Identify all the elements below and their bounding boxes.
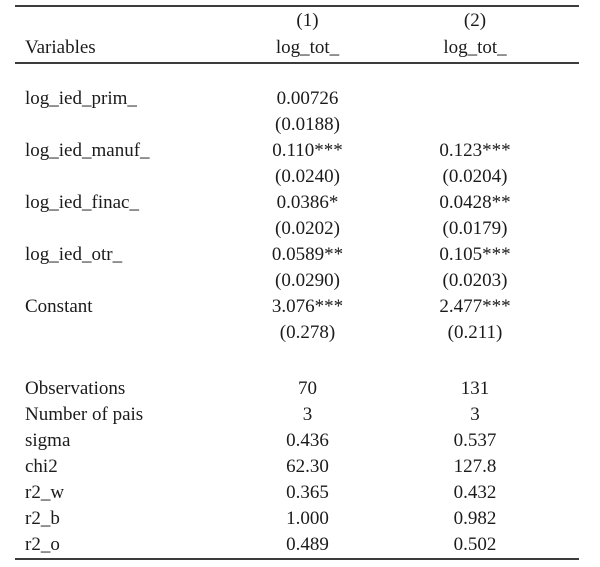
stat-value: 0.432 (453, 482, 497, 503)
stat-value: 3 (470, 404, 480, 425)
stat-row: Number of pais 3 3 (0, 402, 600, 428)
se-row: (0.0202) (0.0179) (0, 216, 600, 242)
stat-label: chi2 (25, 456, 58, 477)
stat-value: 127.8 (453, 456, 497, 477)
se-row: (0.0188) (0, 112, 600, 138)
stat-value: 0.982 (453, 508, 497, 529)
coef-value: 0.00726 (276, 88, 339, 109)
dep-var-1: log_tot_ (275, 37, 340, 58)
se-value: (0.0202) (275, 218, 340, 239)
stat-row: chi2 62.30 127.8 (0, 454, 600, 480)
header-gap (0, 64, 600, 86)
dep-var-2: log_tot_ (443, 37, 507, 58)
stat-row: r2_w 0.365 0.432 (0, 480, 600, 506)
model-number-row: (1) (2) (0, 7, 600, 34)
coef-value: 0.123*** (439, 140, 511, 161)
variable-label: log_ied_finac_ (25, 192, 139, 213)
stat-label: r2_b (25, 508, 60, 529)
stat-value: 0.537 (453, 430, 497, 451)
table-top-rule (15, 5, 579, 7)
variable-label: Constant (25, 296, 93, 317)
variable-label: log_ied_otr_ (25, 244, 123, 265)
se-row: (0.0290) (0.0203) (0, 268, 600, 294)
stat-value: 0.502 (453, 534, 497, 555)
stat-value: 3 (302, 404, 313, 425)
model-number-2: (2) (463, 9, 487, 31)
variable-label: log_ied_prim_ (25, 88, 137, 109)
se-row: (0.278) (0.211) (0, 320, 600, 346)
se-value: (0.0240) (275, 166, 340, 187)
coef-value: 0.0428** (439, 192, 511, 213)
stats-gap (0, 346, 600, 376)
coef-row: log_ied_prim_ 0.00726 (0, 86, 600, 112)
se-value: (0.0179) (442, 218, 508, 239)
stat-value: 62.30 (286, 456, 329, 477)
stat-value: 1.000 (286, 508, 329, 529)
coef-value: 0.110*** (272, 140, 343, 161)
stat-value: 0.365 (286, 482, 329, 503)
stat-row: sigma 0.436 0.537 (0, 428, 600, 454)
stat-label: r2_o (25, 534, 60, 555)
column-header-row: Variables log_tot_ log_tot_ (0, 34, 600, 62)
stat-value: 131 (460, 378, 490, 399)
stat-label: Observations (25, 378, 126, 399)
coef-value: 0.105*** (439, 244, 511, 265)
stat-value: 70 (298, 378, 317, 399)
stat-value: 0.436 (286, 430, 329, 451)
se-row: (0.0240) (0.0204) (0, 164, 600, 190)
se-value: (0.0204) (442, 166, 508, 187)
coef-row: log_ied_otr_ 0.0589** 0.105*** (0, 242, 600, 268)
se-value: (0.0290) (275, 270, 340, 291)
model-number-1: (1) (296, 9, 319, 31)
coef-row: log_ied_finac_ 0.0386* 0.0428** (0, 190, 600, 216)
stat-row: r2_b 1.000 0.982 (0, 506, 600, 532)
coef-value: 0.0589** (271, 244, 344, 265)
variable-label: log_ied_manuf_ (25, 140, 150, 161)
stat-label: Number of pais (25, 404, 144, 425)
coef-value: 3.076*** (271, 296, 344, 317)
stat-row: Observations 70 131 (0, 376, 600, 402)
coef-row: log_ied_manuf_ 0.110*** 0.123*** (0, 138, 600, 164)
table-bottom-rule (15, 558, 579, 560)
stat-label: r2_w (25, 482, 65, 503)
se-value: (0.0188) (275, 114, 340, 135)
stat-value: 0.489 (286, 534, 329, 555)
coef-value: 2.477*** (439, 296, 511, 317)
coef-value: 0.0386* (276, 192, 339, 213)
stat-row: r2_o 0.489 0.502 (0, 532, 600, 558)
coef-row: Constant 3.076*** 2.477*** (0, 294, 600, 320)
se-value: (0.278) (279, 322, 336, 343)
se-value: (0.211) (447, 322, 503, 343)
header-rule (15, 62, 579, 64)
se-value: (0.0203) (442, 270, 508, 291)
variables-header: Variables (25, 37, 96, 58)
stat-label: sigma (25, 430, 71, 451)
